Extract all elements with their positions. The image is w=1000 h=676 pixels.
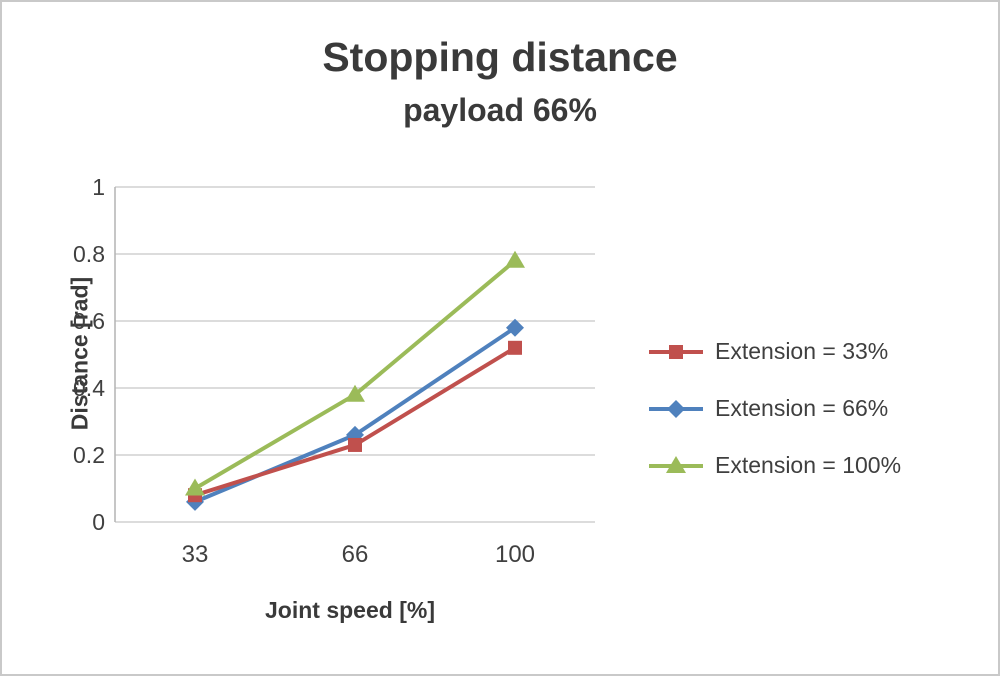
legend-label: Extension = 100% <box>715 452 902 478</box>
legend-swatch <box>649 455 703 473</box>
marker-triangle <box>345 384 365 402</box>
plot-area: 0 0.2 0.4 0.6 0.8 1 33 66 100 <box>73 174 595 568</box>
x-axis-title: Joint speed [%] <box>265 597 435 623</box>
legend-swatch <box>649 344 703 359</box>
marker-triangle <box>505 250 525 268</box>
legend: Extension = 33% Extension = 66% Extension … <box>647 338 901 479</box>
y-tick-label: 0.6 <box>73 308 105 334</box>
marker-triangle <box>185 478 205 496</box>
y-tick-label: 0.4 <box>73 375 105 401</box>
series-line <box>193 345 517 498</box>
legend-item: Extension = 33% <box>647 338 901 365</box>
legend-item: Extension = 66% <box>647 395 901 422</box>
x-tick-label: 33 <box>182 541 209 568</box>
marker-triangle <box>666 455 686 473</box>
x-tick-label: 100 <box>495 541 535 568</box>
y-tick-label: 1 <box>92 174 105 200</box>
marker-square <box>508 340 522 355</box>
marker-square <box>669 344 683 359</box>
marker-diamond <box>506 318 524 337</box>
chart-title: Stopping distance <box>322 34 678 80</box>
y-tick-label: 0.8 <box>73 241 105 267</box>
x-tick-label: 66 <box>342 541 369 568</box>
chart-subtitle: payload 66% <box>403 92 597 128</box>
series-line <box>193 258 517 491</box>
series-line <box>193 325 517 504</box>
y-tick-label: 0 <box>92 509 105 535</box>
marker-diamond <box>667 399 685 418</box>
legend-label: Extension = 33% <box>715 338 889 364</box>
y-tick-label: 0.2 <box>73 442 105 468</box>
legend-label: Extension = 66% <box>715 395 889 421</box>
marker-square <box>348 437 362 452</box>
legend-swatch <box>649 399 703 418</box>
legend-item: Extension = 100% <box>647 452 901 479</box>
